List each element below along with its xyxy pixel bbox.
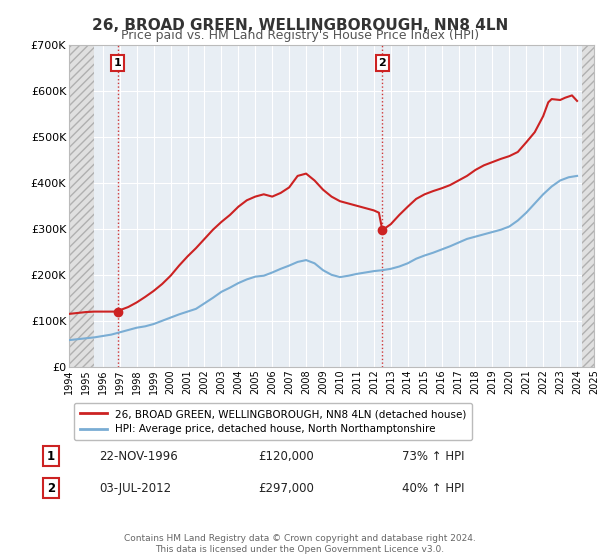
Text: 22-NOV-1996: 22-NOV-1996 xyxy=(99,450,178,463)
Text: Price paid vs. HM Land Registry's House Price Index (HPI): Price paid vs. HM Land Registry's House … xyxy=(121,29,479,42)
Text: 1: 1 xyxy=(114,58,122,68)
Text: 26, BROAD GREEN, WELLINGBOROUGH, NN8 4LN: 26, BROAD GREEN, WELLINGBOROUGH, NN8 4LN xyxy=(92,18,508,33)
Text: Contains HM Land Registry data © Crown copyright and database right 2024.
This d: Contains HM Land Registry data © Crown c… xyxy=(124,534,476,554)
Text: 03-JUL-2012: 03-JUL-2012 xyxy=(99,482,171,495)
Text: 40% ↑ HPI: 40% ↑ HPI xyxy=(402,482,464,495)
Text: £297,000: £297,000 xyxy=(258,482,314,495)
Legend: 26, BROAD GREEN, WELLINGBOROUGH, NN8 4LN (detached house), HPI: Average price, d: 26, BROAD GREEN, WELLINGBOROUGH, NN8 4LN… xyxy=(74,403,472,441)
Text: 73% ↑ HPI: 73% ↑ HPI xyxy=(402,450,464,463)
Bar xyxy=(582,45,594,367)
Text: 1: 1 xyxy=(47,450,55,463)
Text: 2: 2 xyxy=(379,58,386,68)
Bar xyxy=(69,45,94,367)
Text: £120,000: £120,000 xyxy=(258,450,314,463)
Text: 2: 2 xyxy=(47,482,55,495)
